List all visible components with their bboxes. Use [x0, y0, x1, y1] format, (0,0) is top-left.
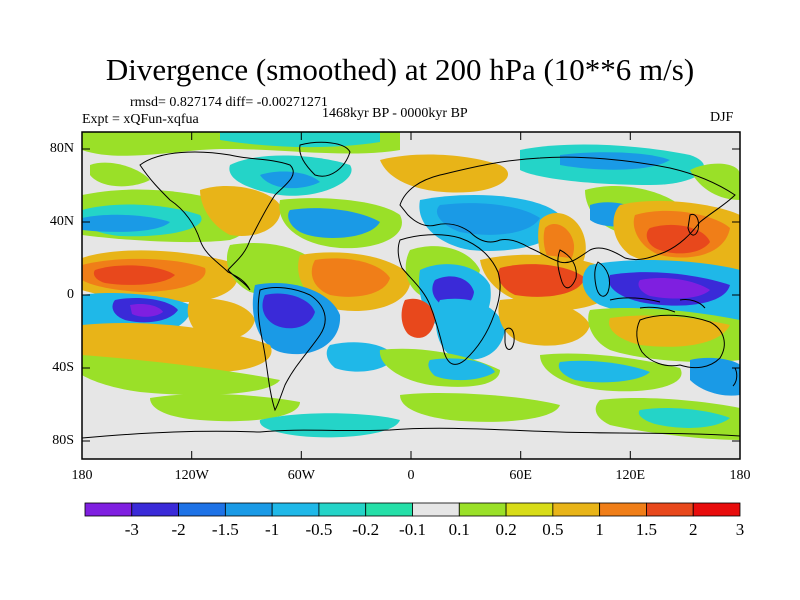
coastline-eurasia [399, 156, 736, 264]
colorbar-label: -1 [265, 520, 280, 539]
coastline-greenland [299, 141, 351, 177]
field-region [150, 393, 300, 422]
field-region [380, 154, 509, 193]
field-region [90, 162, 150, 187]
field-region [558, 360, 650, 383]
coastline-north-america [139, 151, 294, 291]
field-region [609, 315, 730, 347]
field-region [200, 185, 281, 236]
field-region [638, 278, 710, 299]
coastlines [82, 141, 740, 439]
colorbar-label: -3 [124, 520, 139, 539]
colorbar-swatch [599, 502, 647, 517]
colorbar-label: 0.5 [542, 520, 564, 539]
colorbar [84, 502, 741, 517]
field-region [82, 355, 280, 395]
colorbar-label: 3 [735, 520, 745, 539]
colorbar-swatch [646, 502, 694, 517]
field-region [82, 214, 170, 232]
colorbar-swatch [458, 502, 507, 517]
axis-ticks [81, 132, 741, 459]
rmsd-diff-stats: rmsd= 0.827174 diff= -0.00271271 [130, 95, 328, 110]
field-region [498, 264, 585, 297]
colorbar-swatch [692, 502, 741, 517]
colorbar-swatch [552, 502, 601, 517]
field-region [220, 132, 380, 148]
coastline-africa [397, 234, 501, 365]
coastline-indonesia [609, 297, 706, 313]
colorbar-swatch [224, 502, 273, 517]
colorbar-label: 0.2 [495, 520, 517, 539]
colorbar-swatch [505, 502, 554, 517]
colorbar-swatch [178, 502, 226, 517]
field-region [130, 303, 163, 317]
x-tick-label: 120E [615, 468, 646, 483]
y-tick-label: 40N [49, 214, 74, 229]
field-region [311, 258, 390, 297]
colorbar-label: -1.5 [211, 520, 239, 539]
field-region [498, 298, 590, 346]
colorbar-label: 1 [595, 520, 604, 539]
figure-title: Divergence (smoothed) at 200 hPa (10**6 … [105, 52, 695, 87]
field-fill-layer [82, 132, 740, 459]
x-tick-label: 0 [407, 468, 415, 483]
coastline-india [557, 249, 577, 289]
coastline-madagascar [504, 327, 515, 350]
field-region [226, 242, 320, 295]
field-region [400, 393, 560, 422]
experiment-label: Expt = xQFun-xqfua [82, 112, 199, 127]
x-tick-label: 60E [509, 468, 532, 483]
x-tick-label: 120W [174, 468, 209, 483]
colorbar-swatch [271, 502, 320, 517]
y-tick-label: 0 [67, 287, 74, 302]
colorbar-label: -0.1 [399, 520, 426, 539]
colorbar-swatch [412, 502, 460, 517]
field-region [560, 152, 670, 170]
colorbar-swatch [365, 502, 413, 517]
coastline-south-america [257, 287, 326, 412]
x-tick-label: 180 [71, 468, 93, 483]
x-tick-label: 180 [729, 468, 751, 483]
field-region [638, 407, 730, 428]
field-region [436, 203, 540, 235]
field-region [93, 265, 175, 285]
colorbar-label: 0.1 [448, 520, 470, 539]
colorbar-label: 1.5 [635, 520, 658, 539]
colorbar-label: -0.2 [352, 520, 380, 539]
coastline-antarctica [82, 427, 740, 439]
colorbar-swatch [131, 502, 179, 517]
field-region [690, 163, 740, 200]
colorbar-swatch [84, 502, 133, 517]
y-tick-label: 80N [49, 141, 74, 156]
season-label: DJF [710, 110, 734, 125]
field-region [82, 440, 740, 459]
field-region [401, 298, 435, 338]
field-region [262, 293, 315, 329]
colorbar-swatch [318, 502, 367, 517]
field-region [288, 208, 380, 238]
colorbar-label: -0.5 [305, 520, 333, 539]
field-region [326, 342, 395, 372]
period-label: 1468kyr BP - 0000kyr BP [322, 106, 468, 121]
field-region [435, 298, 505, 360]
x-tick-label: 60W [287, 468, 315, 483]
colorbar-label: -2 [171, 520, 186, 539]
coastline-japan [687, 213, 699, 236]
y-tick-label: 40S [52, 360, 74, 375]
coastline-new-zealand [732, 367, 738, 387]
field-region [428, 358, 495, 381]
field-region [646, 224, 710, 254]
colorbar-label: 2 [688, 520, 698, 539]
coastline-se-asia [594, 261, 611, 297]
y-tick-label: 80S [52, 433, 74, 448]
field-region [259, 413, 400, 438]
coastline-australia [636, 314, 725, 369]
